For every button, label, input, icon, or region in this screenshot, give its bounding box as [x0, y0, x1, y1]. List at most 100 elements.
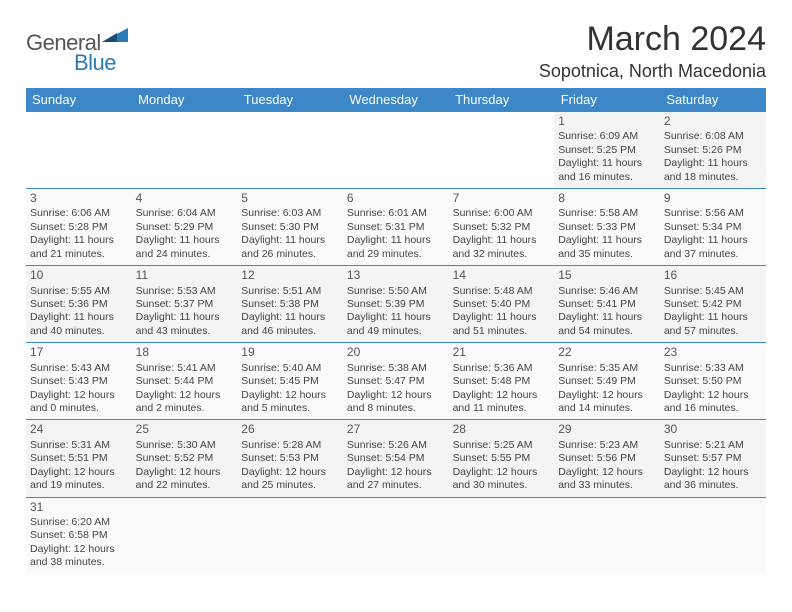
brand-logo: GeneralBlue — [26, 26, 128, 76]
sunrise-line: Sunrise: 5:43 AM — [30, 362, 128, 375]
location-text: Sopotnica, North Macedonia — [539, 61, 766, 82]
sunrise-line: Sunrise: 6:04 AM — [136, 207, 234, 220]
calendar-empty — [26, 112, 132, 189]
day-number: 4 — [136, 191, 234, 206]
sunset-line: Sunset: 5:55 PM — [453, 452, 551, 465]
calendar-day: 27Sunrise: 5:26 AMSunset: 5:54 PMDayligh… — [343, 420, 449, 497]
sunrise-line: Sunrise: 6:09 AM — [558, 130, 656, 143]
sunrise-line: Sunrise: 5:45 AM — [664, 285, 762, 298]
daylight-line: Daylight: 11 hours and 49 minutes. — [347, 311, 445, 338]
sunset-line: Sunset: 5:28 PM — [30, 221, 128, 234]
day-header: Saturday — [660, 88, 766, 112]
calendar-day: 21Sunrise: 5:36 AMSunset: 5:48 PMDayligh… — [449, 343, 555, 420]
sunrise-line: Sunrise: 5:53 AM — [136, 285, 234, 298]
day-number: 23 — [664, 345, 762, 360]
sunrise-line: Sunrise: 5:48 AM — [453, 285, 551, 298]
sunset-line: Sunset: 5:56 PM — [558, 452, 656, 465]
sunrise-line: Sunrise: 6:06 AM — [30, 207, 128, 220]
daylight-line: Daylight: 12 hours and 8 minutes. — [347, 389, 445, 416]
calendar-day: 25Sunrise: 5:30 AMSunset: 5:52 PMDayligh… — [132, 420, 238, 497]
day-number: 29 — [558, 422, 656, 437]
day-number: 7 — [453, 191, 551, 206]
daylight-line: Daylight: 11 hours and 26 minutes. — [241, 234, 339, 261]
daylight-line: Daylight: 12 hours and 2 minutes. — [136, 389, 234, 416]
day-number: 17 — [30, 345, 128, 360]
sunset-line: Sunset: 5:49 PM — [558, 375, 656, 388]
daylight-line: Daylight: 12 hours and 11 minutes. — [453, 389, 551, 416]
calendar-day: 23Sunrise: 5:33 AMSunset: 5:50 PMDayligh… — [660, 343, 766, 420]
sunrise-line: Sunrise: 6:03 AM — [241, 207, 339, 220]
daylight-line: Daylight: 11 hours and 24 minutes. — [136, 234, 234, 261]
calendar-day: 7Sunrise: 6:00 AMSunset: 5:32 PMDaylight… — [449, 189, 555, 266]
sunset-line: Sunset: 5:47 PM — [347, 375, 445, 388]
day-number: 19 — [241, 345, 339, 360]
calendar-day: 31Sunrise: 6:20 AMSunset: 6:58 PMDayligh… — [26, 497, 132, 574]
calendar-empty — [343, 497, 449, 574]
sunrise-line: Sunrise: 5:51 AM — [241, 285, 339, 298]
calendar-day: 17Sunrise: 5:43 AMSunset: 5:43 PMDayligh… — [26, 343, 132, 420]
sunset-line: Sunset: 5:52 PM — [136, 452, 234, 465]
sunrise-line: Sunrise: 6:20 AM — [30, 516, 128, 529]
month-title: March 2024 — [539, 20, 766, 59]
daylight-line: Daylight: 12 hours and 0 minutes. — [30, 389, 128, 416]
sunrise-line: Sunrise: 5:26 AM — [347, 439, 445, 452]
sunset-line: Sunset: 5:39 PM — [347, 298, 445, 311]
day-number: 22 — [558, 345, 656, 360]
sunrise-line: Sunrise: 5:31 AM — [30, 439, 128, 452]
sunrise-line: Sunrise: 5:23 AM — [558, 439, 656, 452]
calendar-day: 15Sunrise: 5:46 AMSunset: 5:41 PMDayligh… — [554, 266, 660, 343]
day-header-row: SundayMondayTuesdayWednesdayThursdayFrid… — [26, 88, 766, 112]
sunset-line: Sunset: 5:50 PM — [664, 375, 762, 388]
daylight-line: Daylight: 11 hours and 57 minutes. — [664, 311, 762, 338]
calendar-day: 3Sunrise: 6:06 AMSunset: 5:28 PMDaylight… — [26, 189, 132, 266]
calendar-week: 1Sunrise: 6:09 AMSunset: 5:25 PMDaylight… — [26, 112, 766, 189]
day-header: Friday — [554, 88, 660, 112]
calendar-day: 30Sunrise: 5:21 AMSunset: 5:57 PMDayligh… — [660, 420, 766, 497]
day-number: 24 — [30, 422, 128, 437]
daylight-line: Daylight: 11 hours and 21 minutes. — [30, 234, 128, 261]
day-number: 20 — [347, 345, 445, 360]
daylight-line: Daylight: 11 hours and 37 minutes. — [664, 234, 762, 261]
daylight-line: Daylight: 12 hours and 5 minutes. — [241, 389, 339, 416]
sunset-line: Sunset: 5:42 PM — [664, 298, 762, 311]
calendar-day: 28Sunrise: 5:25 AMSunset: 5:55 PMDayligh… — [449, 420, 555, 497]
sunrise-line: Sunrise: 6:00 AM — [453, 207, 551, 220]
daylight-line: Daylight: 12 hours and 36 minutes. — [664, 466, 762, 493]
calendar-day: 11Sunrise: 5:53 AMSunset: 5:37 PMDayligh… — [132, 266, 238, 343]
calendar-day: 20Sunrise: 5:38 AMSunset: 5:47 PMDayligh… — [343, 343, 449, 420]
calendar-table: SundayMondayTuesdayWednesdayThursdayFrid… — [26, 88, 766, 574]
sunset-line: Sunset: 5:51 PM — [30, 452, 128, 465]
day-number: 18 — [136, 345, 234, 360]
calendar-day: 16 Sunrise: 5:45 AMSunset: 5:42 PMDayligh… — [660, 266, 766, 343]
calendar-day: 18Sunrise: 5:41 AMSunset: 5:44 PMDayligh… — [132, 343, 238, 420]
sunrise-line: Sunrise: 5:55 AM — [30, 285, 128, 298]
daylight-line: Daylight: 11 hours and 46 minutes. — [241, 311, 339, 338]
day-header: Monday — [132, 88, 238, 112]
sunset-line: Sunset: 6:58 PM — [30, 529, 128, 542]
day-number: 10 — [30, 268, 128, 283]
day-number: 16 — [664, 268, 762, 283]
day-header: Tuesday — [237, 88, 343, 112]
sunrise-line: Sunrise: 6:08 AM — [664, 130, 762, 143]
day-number: 26 — [241, 422, 339, 437]
calendar-day: 19Sunrise: 5:40 AMSunset: 5:45 PMDayligh… — [237, 343, 343, 420]
day-header: Sunday — [26, 88, 132, 112]
calendar-week: 24Sunrise: 5:31 AMSunset: 5:51 PMDayligh… — [26, 420, 766, 497]
day-number: 30 — [664, 422, 762, 437]
calendar-empty — [554, 497, 660, 574]
day-header: Wednesday — [343, 88, 449, 112]
daylight-line: Daylight: 12 hours and 25 minutes. — [241, 466, 339, 493]
sunrise-line: Sunrise: 5:41 AM — [136, 362, 234, 375]
sunrise-line: Sunrise: 5:56 AM — [664, 207, 762, 220]
day-number: 25 — [136, 422, 234, 437]
daylight-line: Daylight: 12 hours and 38 minutes. — [30, 543, 128, 570]
day-number: 28 — [453, 422, 551, 437]
daylight-line: Daylight: 11 hours and 18 minutes. — [664, 157, 762, 184]
calendar-day: 8Sunrise: 5:58 AMSunset: 5:33 PMDaylight… — [554, 189, 660, 266]
day-number: 9 — [664, 191, 762, 206]
daylight-line: Daylight: 12 hours and 19 minutes. — [30, 466, 128, 493]
sunset-line: Sunset: 5:41 PM — [558, 298, 656, 311]
day-number: 5 — [241, 191, 339, 206]
calendar-day: 24 Sunrise: 5:31 AMSunset: 5:51 PMDayligh… — [26, 420, 132, 497]
daylight-line: Daylight: 12 hours and 22 minutes. — [136, 466, 234, 493]
